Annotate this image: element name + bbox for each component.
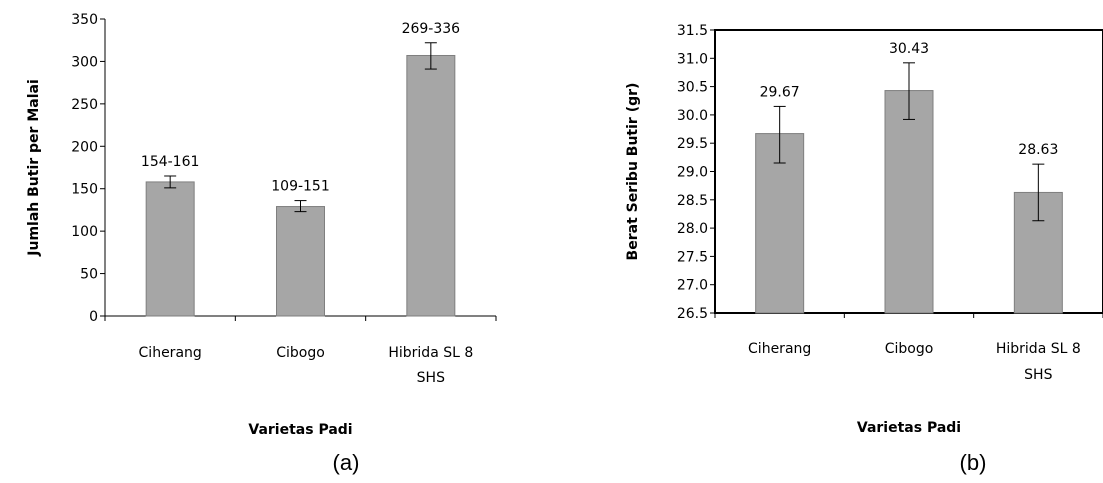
chart-a-y-tick-label: 350: [71, 12, 98, 28]
chart-b-y-tick-label: 26.5: [677, 306, 708, 322]
chart-b-category-label: Cibogo: [885, 341, 934, 357]
chart-b-y-tick-label: 29.0: [677, 165, 708, 181]
chart-a-y-tick-label: 200: [71, 139, 98, 155]
chart-a-category-label: SHS: [417, 370, 445, 386]
chart-b-y-tick-label: 28.5: [677, 193, 708, 209]
chart-b-y-tick-label: 31.5: [677, 23, 708, 39]
chart-a-data-label: 154-161: [141, 154, 200, 170]
chart-b-y-tick-label: 27.5: [677, 249, 708, 265]
chart-b-caption: (b): [960, 450, 987, 475]
chart-a-category-label: Cibogo: [276, 345, 325, 361]
chart-a-bar: [406, 54, 456, 317]
chart-a-y-axis-label: Jumlah Butir per Malai: [26, 79, 42, 256]
chart-b: 26.5 27.0 27.5 28.0 28.5 29.0 29.5 30.0 30.5 31.0…: [625, 23, 1103, 475]
chart-a-bar: [145, 181, 195, 317]
chart-a-y-tick-label: 300: [71, 54, 98, 70]
chart-a-y-tick-label: 100: [71, 224, 98, 240]
chart-b-bar: [884, 90, 934, 314]
chart-b-x-axis-label: Varietas Padi: [857, 420, 961, 436]
chart-b-y-tick-label: 30.5: [677, 80, 708, 96]
chart-b-y-tick-label: 31.0: [677, 51, 708, 67]
chart-a-x-axis-label: Varietas Padi: [248, 422, 352, 438]
chart-a: 0 50 100 150 200 250 300 350 154-161 Ciherang 109-…: [26, 12, 497, 475]
chart-b-category-label: Hibrida SL 8: [996, 341, 1081, 357]
chart-b-data-label: 30.43: [889, 41, 929, 57]
chart-a-data-label: 109-151: [271, 179, 330, 195]
chart-b-y-axis-label: Berat Seribu Butir (gr): [625, 83, 641, 261]
chart-b-y-tick-label: 27.0: [677, 278, 708, 294]
chart-a-data-label: 269-336: [402, 21, 461, 37]
chart-a-category-label: Ciherang: [139, 345, 202, 361]
chart-b-y-tick-label: 28.0: [677, 221, 708, 237]
chart-a-y-tick-label: 150: [71, 182, 98, 198]
chart-b-y-tick-label: 30.0: [677, 108, 708, 124]
chart-a-caption: (a): [333, 450, 360, 475]
chart-a-y-tick-label: 250: [71, 97, 98, 113]
chart-b-category-label: SHS: [1024, 367, 1052, 383]
chart-b-data-label: 29.67: [760, 84, 800, 100]
chart-a-bar: [276, 206, 325, 317]
chart-b-y-tick-label: 29.5: [677, 136, 708, 152]
chart-b-category-label: Ciherang: [748, 341, 811, 357]
chart-a-category-label: Hibrida SL 8: [388, 345, 473, 361]
chart-b-data-label: 28.63: [1018, 142, 1058, 158]
chart-a-y-tick-label: 0: [89, 309, 98, 325]
chart-a-y-tick-label: 50: [80, 267, 98, 283]
